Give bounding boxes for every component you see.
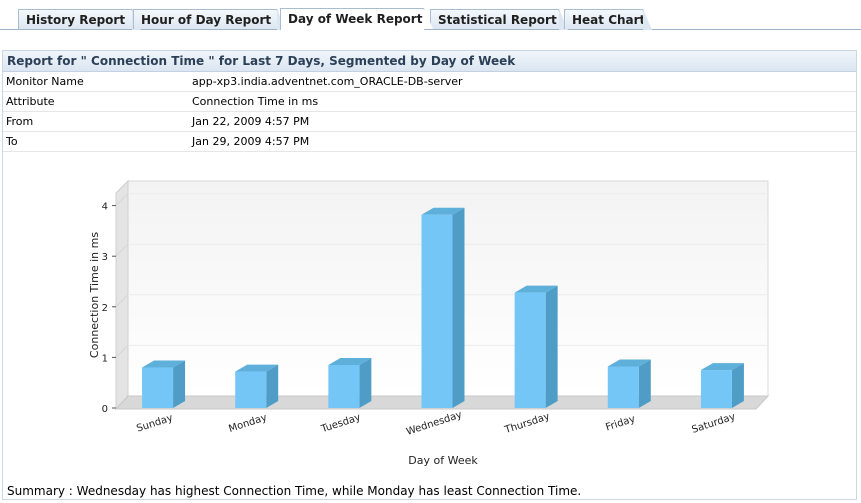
bar-side-face: [638, 359, 651, 408]
x-axis-ticks: Sunday Monday Tuesday Wednesday Thursday Frid…: [135, 409, 737, 437]
bar-side-face: [266, 364, 279, 408]
bar-side-face: [731, 363, 744, 408]
bar-side-face: [452, 207, 465, 408]
tab-day-of-week-report[interactable]: Day of Week Report: [280, 8, 433, 30]
info-value: app-xp3.india.adventnet.com_ORACLE-DB-se…: [192, 75, 463, 88]
bar: [328, 364, 360, 408]
bar-side-face: [173, 360, 186, 408]
bar: [700, 370, 732, 408]
tab-statistical-report[interactable]: Statistical Report: [430, 9, 568, 30]
report-panel: Report for " Connection Time " for Last …: [2, 50, 857, 500]
x-tick-label: Sunday: [135, 413, 174, 435]
y-tick-label: 2: [102, 303, 108, 314]
x-tick-label: Wednesday: [405, 409, 464, 437]
info-row-attribute: Attribute Connection Time in ms: [3, 92, 856, 112]
tab-baseline: [0, 29, 861, 30]
bar: [235, 371, 267, 408]
info-label: To: [6, 135, 18, 148]
tab-hour-of-day-report[interactable]: Hour of Day Report: [133, 9, 286, 30]
info-row-to: To Jan 29, 2009 4:57 PM: [3, 132, 856, 152]
tab-heat-chart[interactable]: Heat Chart: [564, 9, 652, 30]
bar: [514, 292, 546, 408]
summary-text: Summary : Wednesday has highest Connecti…: [7, 484, 582, 498]
bar-side-face: [359, 358, 372, 408]
bar-top-face: [607, 359, 651, 367]
bar: [607, 366, 639, 408]
gridline-side: [115, 294, 129, 308]
bar-top-face: [328, 358, 372, 365]
info-row-monitor-name: Monitor Name app-xp3.india.adventnet.com…: [3, 72, 856, 92]
bar-top-face: [514, 285, 558, 293]
chart-bars: [142, 207, 744, 408]
x-tick-label: Tuesday: [319, 412, 362, 435]
gridline-side: [115, 243, 129, 257]
info-value: Jan 22, 2009 4:57 PM: [192, 115, 310, 128]
y-tick-label: 1: [102, 353, 108, 364]
bar-top-face: [235, 364, 279, 372]
y-tick-label: 3: [102, 252, 108, 263]
y-tick-label: 0: [102, 404, 108, 415]
bar: [142, 367, 174, 408]
gridline-side: [115, 193, 129, 206]
y-axis-label: Connection Time in ms: [88, 232, 101, 358]
info-label: Monitor Name: [6, 75, 84, 88]
info-value: Jan 29, 2009 4:57 PM: [192, 135, 310, 148]
x-tick-label: Friday: [604, 414, 636, 434]
y-axis-ticks: 0 1 2 3 4: [102, 202, 116, 415]
bar: [421, 214, 453, 408]
bar-top-face: [700, 363, 744, 371]
bar-top-face: [142, 360, 186, 368]
report-title: Report for " Connection Time " for Last …: [3, 51, 856, 72]
info-row-from: From Jan 22, 2009 4:57 PM: [3, 112, 856, 132]
info-label: From: [6, 115, 34, 128]
info-value: Connection Time in ms: [192, 95, 319, 108]
x-tick-label: Thursday: [503, 411, 552, 436]
x-axis-label: Day of Week: [408, 454, 478, 467]
x-tick-label: Saturday: [691, 411, 737, 435]
gridline-side: [115, 345, 129, 358]
report-tabs: History Report Hour of Day Report Day of…: [0, 0, 861, 30]
info-label: Attribute: [6, 95, 55, 108]
bar-side-face: [545, 285, 558, 408]
chart-left-wall: [115, 179, 129, 411]
bar-top-face: [421, 207, 465, 215]
x-tick-label: Monday: [227, 412, 268, 435]
y-tick-label: 4: [102, 202, 108, 213]
